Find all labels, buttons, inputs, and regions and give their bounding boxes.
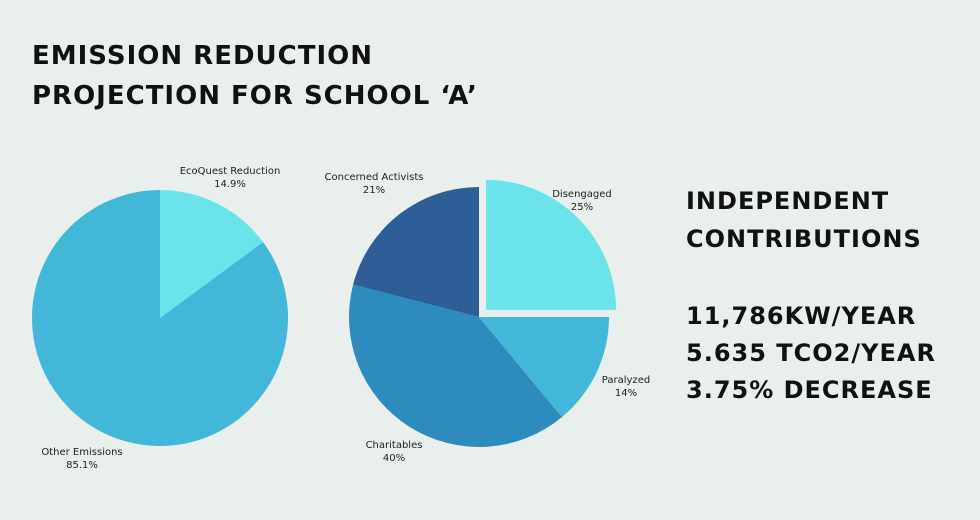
slice-name-concerned-activists: Concerned Activists [325,172,424,183]
title-line-2: PROJECTION FOR SCHOOL ‘A’ [32,81,478,111]
slice-name-ecoquest-reduction: EcoQuest Reduction [180,166,281,177]
slice-value-other-emissions: 85.1% [66,460,98,471]
slice-disengaged [486,179,617,310]
decrease-percent-value: 3.75% DECREASE [686,376,933,404]
energy-savings-value: 11,786KW/YEAR [686,302,917,330]
slice-name-charitables: Charitables [366,440,423,451]
slice-other-emissions [32,190,289,447]
pie-chart-2: Disengaged 25% Paralyzed 14% Charitables 40% C… [325,172,651,464]
stats-heading-line-2: CONTRIBUTIONS [686,225,922,253]
slice-ecoquest-reduction [160,190,264,318]
stats-heading-line-1: INDEPENDENT [686,187,890,215]
slice-value-charitables: 40% [383,453,405,464]
title-line-1: EMISSION REDUCTION [32,41,374,71]
slice-value-concerned-activists: 21% [363,185,385,196]
slice-value-paralyzed: 14% [615,388,637,399]
pie-chart-1: EcoQuest Reduction 14.9% Other Emissions 85… [32,166,289,471]
slice-name-disengaged: Disengaged [552,189,612,200]
slice-value-disengaged: 25% [571,202,593,213]
co2-savings-value: 5.635 TCO2/YEAR [686,339,936,367]
independent-contributions-panel: INDEPENDENT CONTRIBUTIONS 11,786KW/YEAR … [686,182,936,409]
slice-charitables [349,284,562,447]
slice-name-paralyzed: Paralyzed [602,375,650,386]
slice-name-other-emissions: Other Emissions [41,447,122,458]
slice-paralyzed [479,317,609,418]
slice-value-ecoquest-reduction: 14.9% [214,179,246,190]
page-title: EMISSION REDUCTION PROJECTION FOR SCHOOL… [32,36,478,116]
slice-concerned-activists [353,187,479,317]
